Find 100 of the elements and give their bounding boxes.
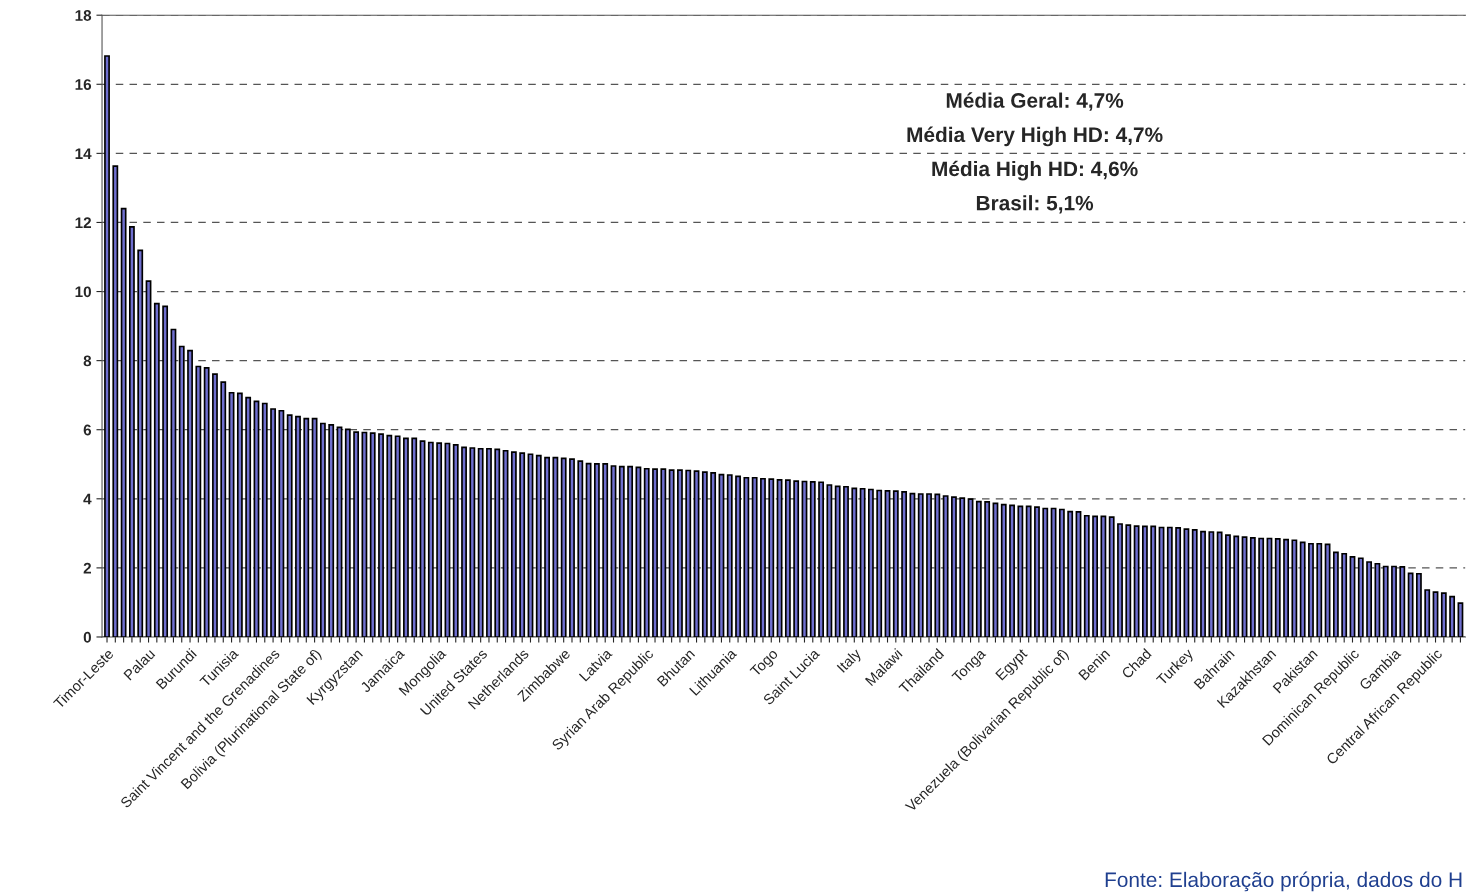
bar [668, 469, 675, 637]
bar [519, 452, 526, 637]
bar [784, 479, 791, 637]
bar [120, 207, 127, 637]
bar [1424, 589, 1431, 637]
bar [494, 448, 501, 637]
y-tick-label: 12 [75, 217, 92, 228]
bar [203, 367, 210, 637]
bar [369, 432, 376, 637]
bar [917, 493, 924, 637]
bar [328, 424, 335, 637]
bar [353, 431, 360, 637]
bar [427, 441, 434, 637]
y-tick-label: 18 [75, 10, 92, 21]
y-tick-label: 2 [83, 562, 92, 574]
bar [768, 478, 775, 637]
bar [1291, 539, 1298, 637]
bar [394, 435, 401, 637]
bar [1258, 537, 1265, 637]
y-tick-label: 6 [83, 424, 92, 436]
bar [286, 414, 293, 637]
bar [577, 460, 584, 637]
bar [1200, 530, 1206, 637]
bar [951, 496, 957, 637]
bar [1249, 537, 1256, 637]
bar [1341, 552, 1348, 637]
bar [129, 226, 135, 637]
bar [569, 458, 575, 637]
bar [1166, 526, 1173, 637]
bar [618, 465, 625, 637]
bar [461, 446, 467, 637]
bar [1017, 505, 1024, 637]
annotation: Média Very High HD: 4,7% [907, 126, 1163, 147]
bar [510, 451, 517, 637]
y-tick-label: 16 [75, 79, 92, 90]
x-tick-label: Togo [749, 648, 781, 680]
bar [851, 487, 858, 637]
bar [1042, 507, 1049, 637]
bar [1009, 504, 1015, 637]
bar [1382, 565, 1389, 637]
bar [153, 302, 160, 637]
bar [743, 476, 750, 637]
y-tick-label: 10 [75, 286, 91, 298]
bar [677, 469, 683, 637]
bar [809, 481, 816, 637]
bar [660, 468, 667, 637]
x-tick-label: Italy [836, 647, 864, 675]
bar [1374, 562, 1381, 637]
bar [552, 456, 559, 637]
bar [1391, 565, 1397, 637]
bar [195, 365, 202, 637]
y-tick-label: 8 [83, 355, 92, 367]
bar [1058, 508, 1065, 637]
bar [245, 396, 252, 637]
bar [1133, 525, 1140, 637]
bar [843, 485, 849, 637]
bar [1083, 514, 1090, 637]
bar [760, 477, 766, 637]
annotation: Brasil: 5,1% [976, 195, 1094, 214]
bar [701, 471, 708, 637]
bar [1000, 503, 1007, 637]
bar [1175, 526, 1182, 637]
bar [1108, 516, 1115, 637]
bar [212, 373, 218, 637]
bar [1100, 515, 1107, 637]
bar [386, 434, 393, 637]
bar [834, 485, 841, 637]
bar [876, 489, 883, 637]
bar [959, 497, 966, 637]
bar [1407, 572, 1414, 637]
bar [602, 463, 609, 637]
bar [295, 415, 301, 637]
bar [901, 491, 908, 637]
bar [1034, 506, 1040, 637]
y-tick-label: 0 [83, 631, 91, 643]
bar [1416, 572, 1422, 637]
bar [1440, 592, 1447, 637]
bar [1125, 524, 1132, 637]
bar [826, 484, 833, 637]
bar [112, 165, 119, 637]
bar [1191, 529, 1198, 637]
bar [585, 462, 592, 637]
y-tick-label: 4 [83, 493, 92, 505]
bar [1216, 531, 1223, 637]
bar [104, 55, 110, 637]
bar [486, 447, 492, 637]
bar [319, 422, 326, 637]
bar [1332, 551, 1339, 637]
bar [178, 345, 185, 637]
bar [220, 381, 227, 637]
bar [593, 463, 600, 637]
bar [270, 408, 276, 637]
annotation: Média High HD: 4,6% [932, 160, 1138, 181]
bar [942, 495, 949, 637]
bar [344, 428, 351, 637]
bar [1208, 531, 1215, 637]
bar [544, 456, 550, 637]
bar [793, 480, 800, 637]
bar [137, 249, 144, 637]
bar [411, 437, 418, 637]
